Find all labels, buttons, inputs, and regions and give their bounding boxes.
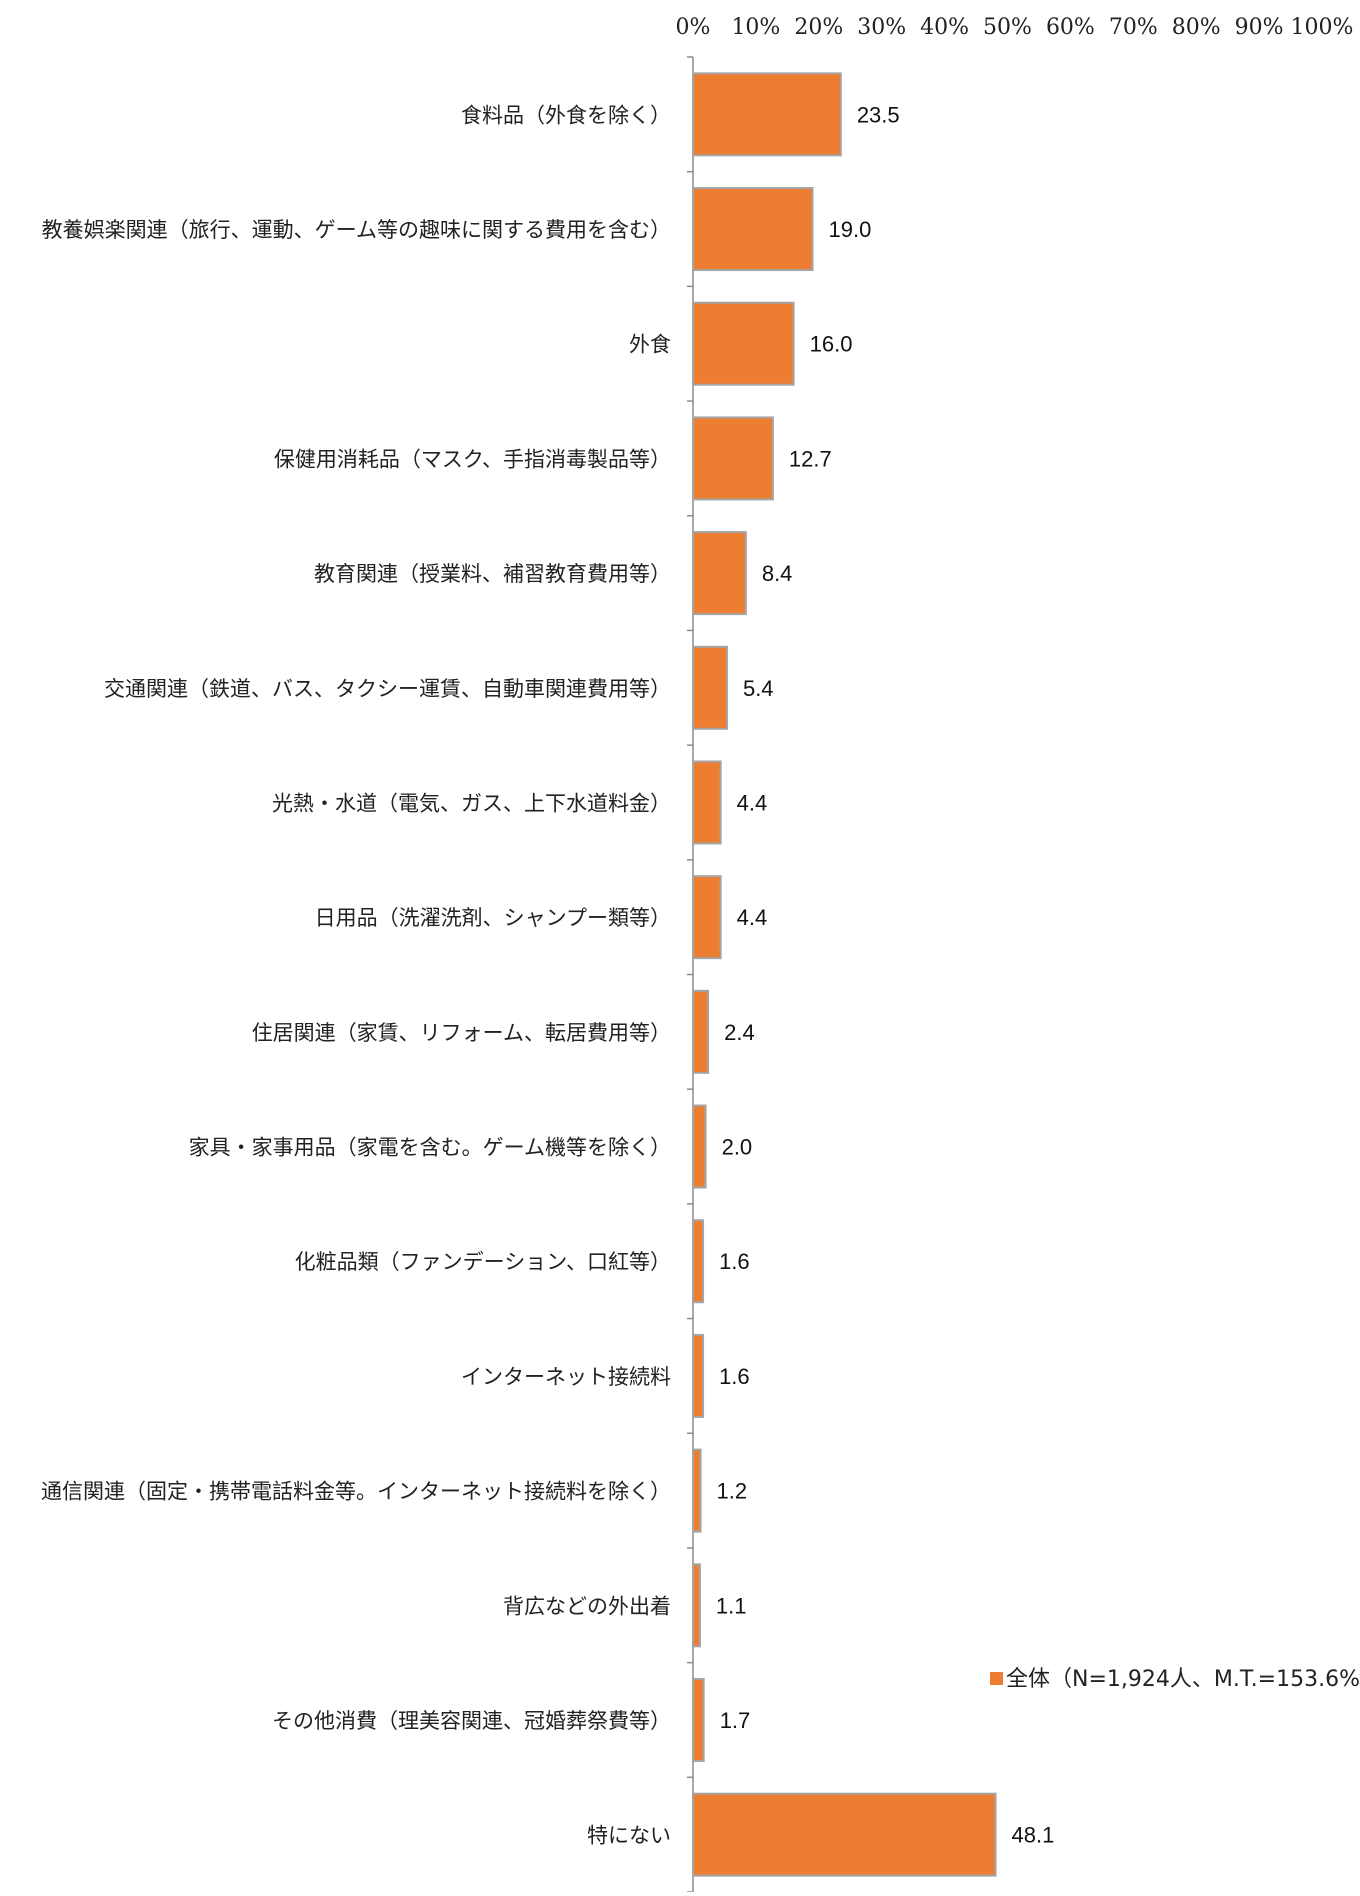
x-tick-label: 80% xyxy=(1172,15,1221,40)
bar xyxy=(692,645,728,730)
value-label: 4.4 xyxy=(737,905,768,930)
value-label: 4.4 xyxy=(737,790,768,815)
value-label: 16.0 xyxy=(810,332,853,357)
x-tick-label: 0% xyxy=(676,15,711,40)
x-tick-label: 90% xyxy=(1235,15,1284,40)
category-label: 化粧品類（ファンデーション、口紅等） xyxy=(295,1250,671,1274)
bar xyxy=(692,760,722,845)
category-label: 交通関連（鉄道、バス、タクシー運賃、自動車関連費用等） xyxy=(104,677,671,701)
value-label: 19.0 xyxy=(829,217,872,242)
value-label: 1.6 xyxy=(719,1364,750,1389)
bar xyxy=(692,416,774,501)
value-label: 12.7 xyxy=(789,446,832,471)
x-tick-label: 50% xyxy=(983,15,1032,40)
axis-layer: 0% 10% 20% 30% 40% 50% 60% 70% 80% 90% 100% xyxy=(676,15,1354,1893)
category-label: 教養娯楽関連（旅行、運動、ゲーム等の趣味に関する費用を含む） xyxy=(42,218,671,242)
value-label: 1.7 xyxy=(720,1708,751,1733)
category-label: 外食 xyxy=(629,333,671,357)
category-label: 日用品（洗濯洗剤、シャンプー類等） xyxy=(315,906,671,930)
x-tick-label: 100% xyxy=(1291,15,1354,40)
value-label: 2.0 xyxy=(722,1135,753,1160)
value-label: 2.4 xyxy=(724,1020,755,1045)
legend-label: 全体（N=1,924人、M.T.=153.6%） xyxy=(1006,1667,1360,1692)
category-label: 通信関連（固定・携帯電話料金等。インターネット接続料を除く） xyxy=(41,1480,671,1504)
category-label: 教育関連（授業料、補習教育費用等） xyxy=(314,562,671,586)
x-tick-label: 30% xyxy=(857,15,906,40)
bar xyxy=(692,1677,705,1762)
x-tick-label: 70% xyxy=(1109,15,1158,40)
bar xyxy=(692,531,747,616)
category-label: 特にない xyxy=(587,1824,671,1848)
label-layer: 食料品（外食を除く） 23.5 教養娯楽関連（旅行、運動、ゲーム等の趣味に関する費用… xyxy=(41,102,1054,1847)
value-label: 48.1 xyxy=(1012,1823,1055,1848)
bar xyxy=(692,1104,707,1189)
category-label: 光熱・水道（電気、ガス、上下水道料金） xyxy=(272,791,671,815)
value-label: 5.4 xyxy=(743,676,774,701)
bar xyxy=(692,1792,997,1877)
value-label: 1.1 xyxy=(716,1593,747,1618)
bar xyxy=(692,989,710,1074)
category-label: 保健用消耗品（マスク、手指消毒製品等） xyxy=(274,447,671,471)
category-label: その他消費（理美容関連、冠婚葬祭費等） xyxy=(272,1709,671,1733)
bar xyxy=(692,72,842,157)
value-label: 23.5 xyxy=(857,102,900,127)
bar xyxy=(692,1219,705,1304)
value-label: 8.4 xyxy=(762,561,793,586)
bar xyxy=(692,875,722,960)
bar xyxy=(692,187,814,272)
bar xyxy=(692,301,795,386)
legend: 全体（N=1,924人、M.T.=153.6%） xyxy=(990,1667,1360,1692)
category-label: インターネット接続料 xyxy=(461,1365,671,1389)
category-label: 家具・家事用品（家電を含む。ゲーム機等を除く） xyxy=(189,1136,671,1160)
bar xyxy=(692,1563,701,1648)
x-tick-label: 10% xyxy=(731,15,780,40)
x-tick-label: 40% xyxy=(920,15,969,40)
value-label: 1.6 xyxy=(719,1249,750,1274)
x-tick-label: 20% xyxy=(794,15,843,40)
legend-swatch xyxy=(990,1672,1003,1685)
bar xyxy=(692,1448,702,1533)
x-tick-label: 60% xyxy=(1046,15,1095,40)
value-label: 1.2 xyxy=(717,1479,748,1504)
category-label: 背広などの外出着 xyxy=(503,1594,671,1618)
bar-layer xyxy=(692,72,997,1877)
category-label: 住居関連（家賃、リフォーム、転居費用等） xyxy=(252,1021,671,1045)
bar xyxy=(692,1333,705,1418)
category-label: 食料品（外食を除く） xyxy=(461,103,671,127)
